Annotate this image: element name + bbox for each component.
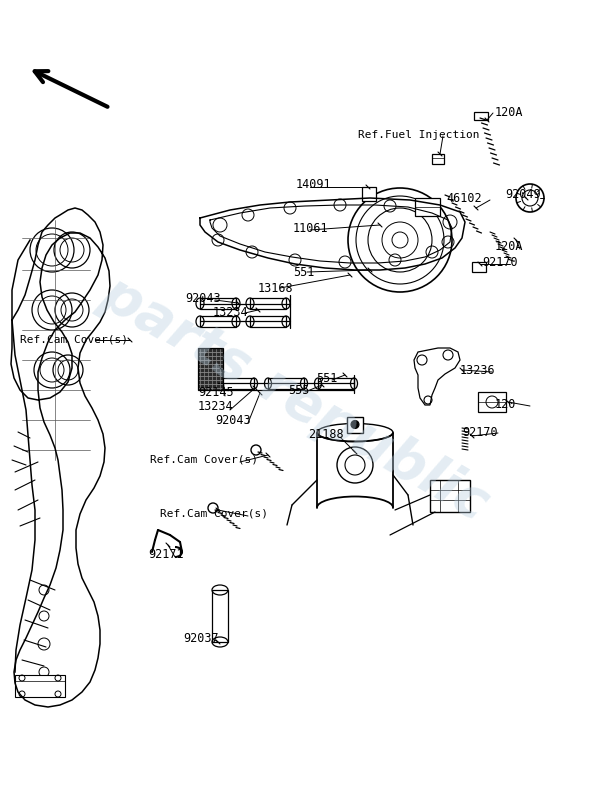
Bar (200, 316, 236, 327)
Text: 13168: 13168 (258, 281, 294, 295)
Text: Ref.Cam Cover(s): Ref.Cam Cover(s) (20, 335, 128, 345)
Circle shape (351, 420, 359, 428)
Bar (430, 480, 470, 512)
Text: Ref.Cam Cover(s): Ref.Cam Cover(s) (150, 455, 258, 465)
Text: 13234: 13234 (198, 400, 234, 414)
Text: 46102: 46102 (446, 192, 482, 205)
Bar (347, 416, 363, 432)
Bar (198, 348, 223, 390)
Text: 13236: 13236 (460, 364, 495, 376)
Text: Ref.Cam Cover(s): Ref.Cam Cover(s) (160, 509, 268, 519)
Bar (474, 112, 488, 120)
Text: 92171: 92171 (148, 548, 184, 562)
Text: 21188: 21188 (308, 428, 343, 442)
Text: 551: 551 (293, 265, 315, 279)
Bar (218, 378, 254, 389)
Bar (200, 298, 236, 309)
Text: 120A: 120A (495, 240, 524, 253)
Bar (15, 675, 65, 697)
Text: Ref.Fuel Injection: Ref.Fuel Injection (358, 130, 479, 140)
Text: 555: 555 (288, 384, 309, 396)
Bar (432, 154, 444, 164)
Text: 120A: 120A (495, 105, 524, 118)
Text: 120: 120 (495, 399, 517, 411)
Text: 11061: 11061 (293, 221, 329, 234)
Polygon shape (414, 348, 460, 405)
Text: 92043: 92043 (215, 415, 251, 427)
Bar (318, 378, 354, 389)
Bar (250, 316, 286, 327)
Text: 14091: 14091 (296, 178, 332, 192)
Text: 92049: 92049 (505, 189, 541, 201)
Bar (268, 378, 304, 389)
Bar (478, 392, 506, 412)
Bar (472, 262, 486, 272)
Text: 92043: 92043 (185, 292, 221, 304)
Text: 92170: 92170 (482, 256, 518, 269)
Text: 92037: 92037 (183, 631, 219, 645)
Text: 551: 551 (316, 372, 337, 384)
Bar (212, 590, 228, 642)
Text: 13234: 13234 (213, 307, 249, 320)
Text: parts republic: parts republic (91, 267, 498, 532)
Bar (415, 198, 440, 216)
Bar (250, 298, 286, 309)
Text: 92145: 92145 (198, 387, 234, 400)
Bar (362, 187, 376, 201)
Text: 92170: 92170 (462, 426, 498, 439)
